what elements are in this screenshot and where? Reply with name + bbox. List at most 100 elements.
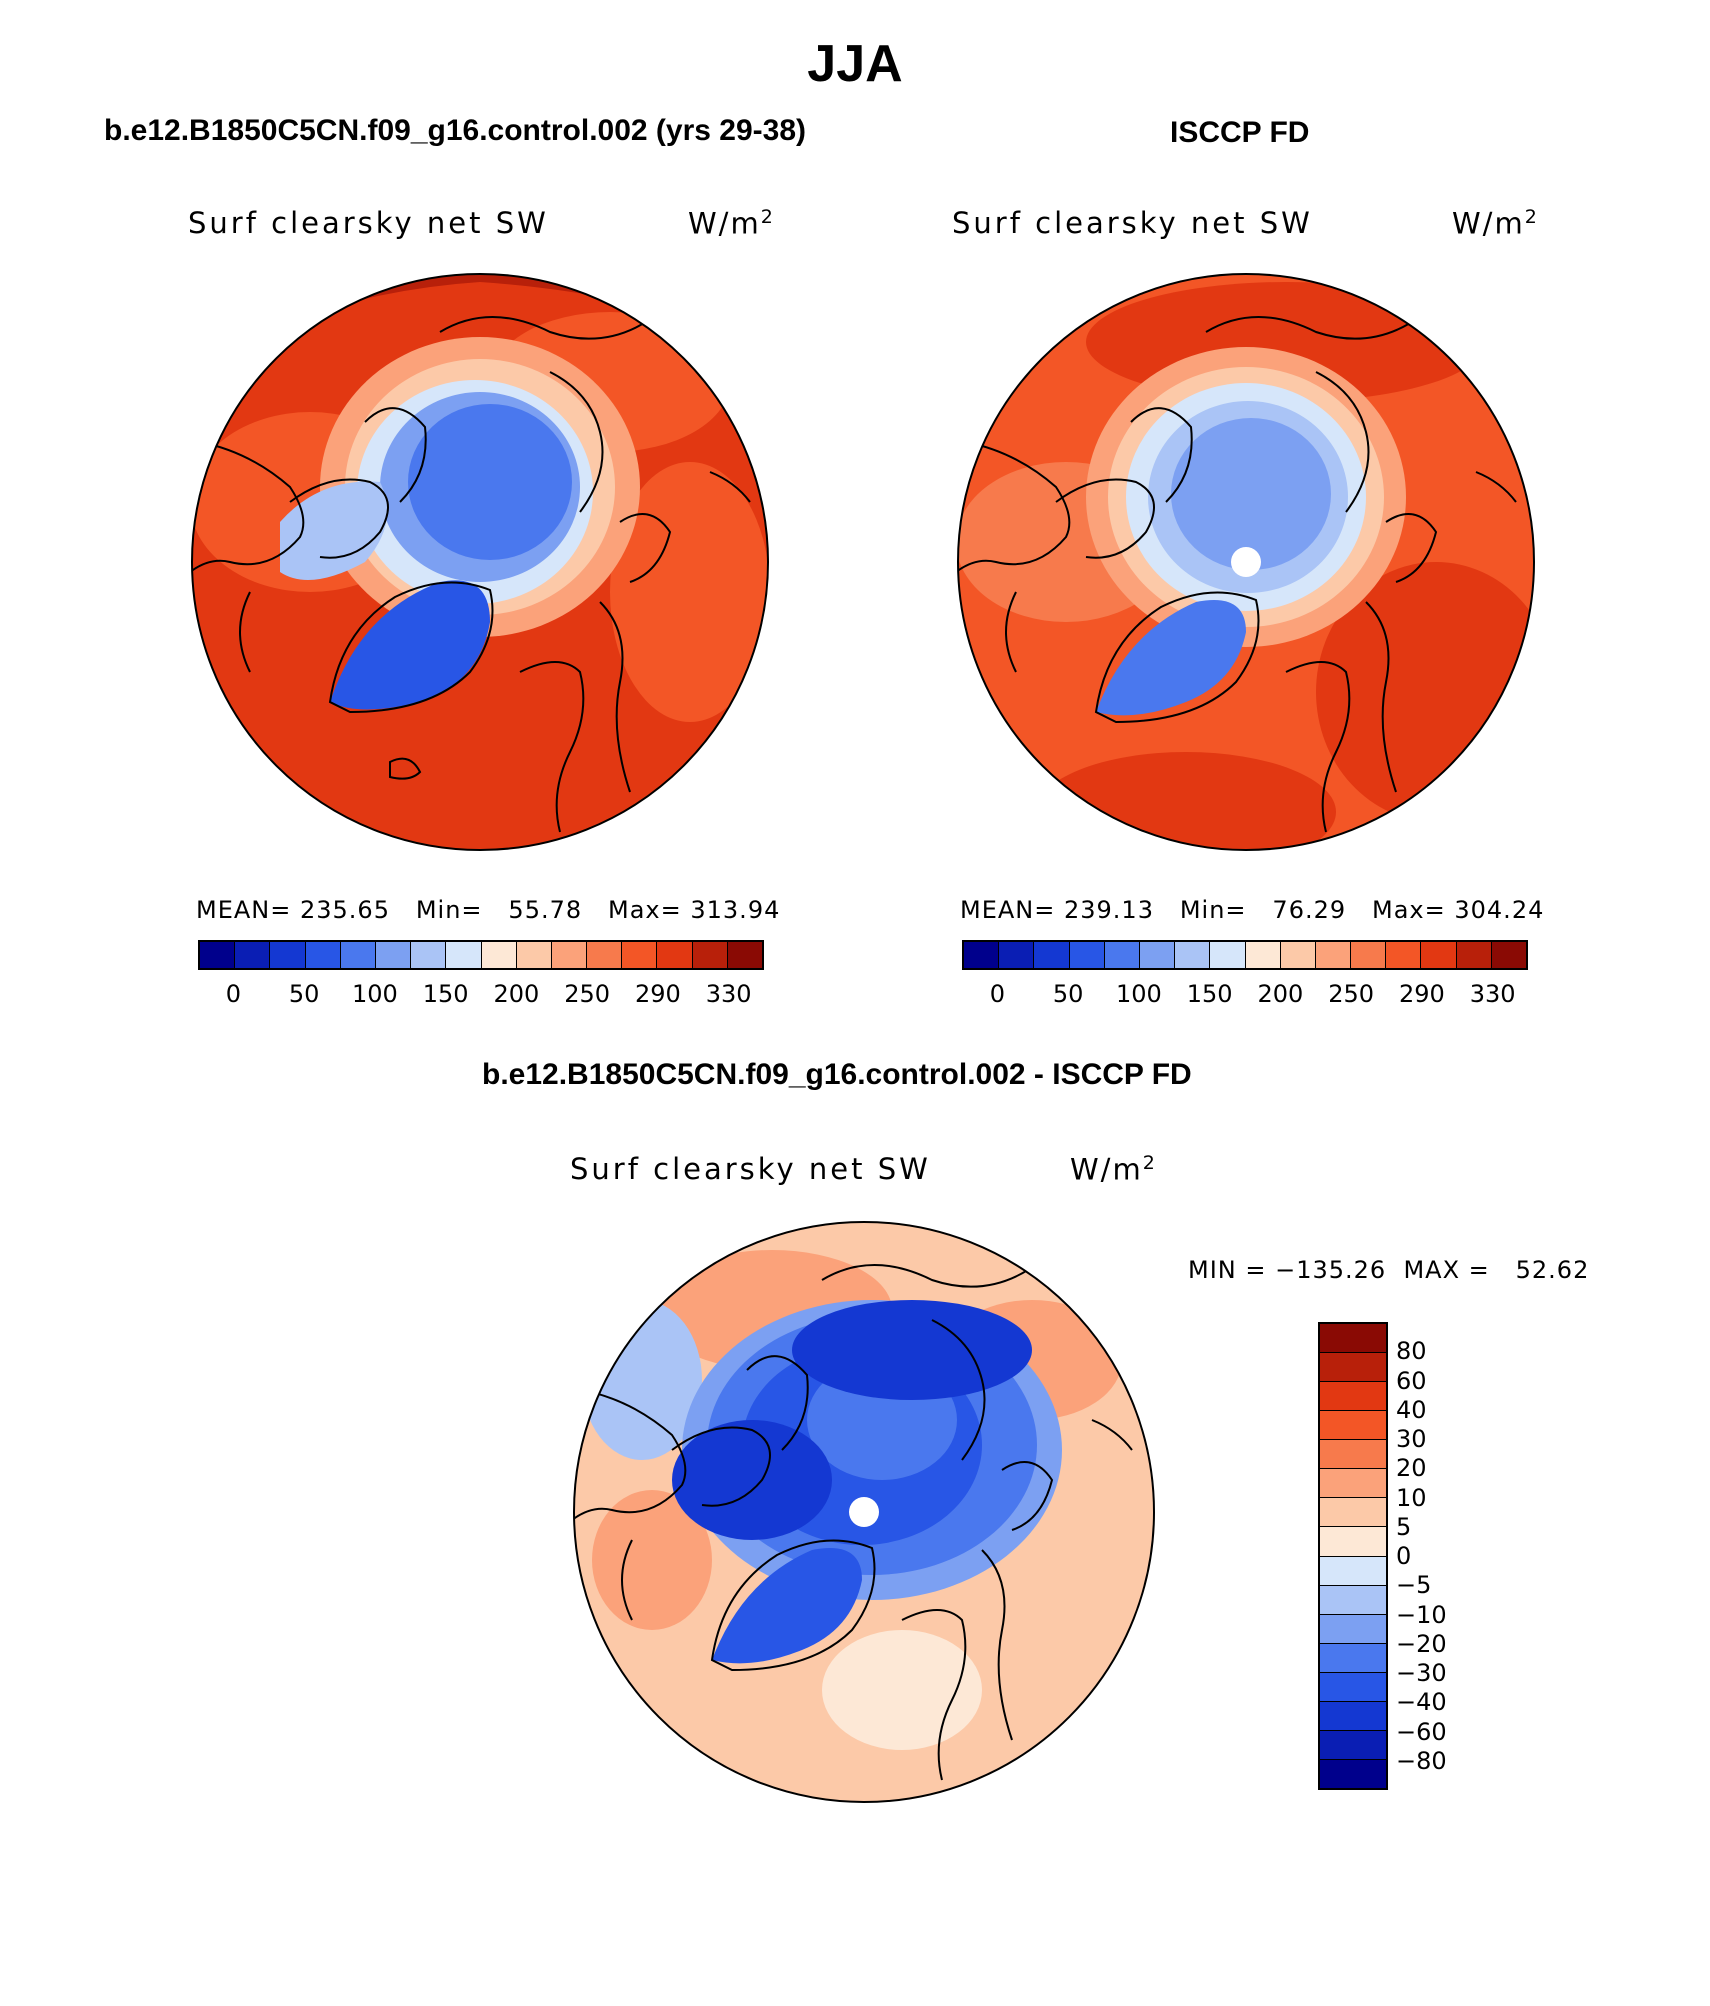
panel1-colorbar-swatch — [551, 942, 588, 968]
panel1-colorbar-swatch — [270, 942, 306, 968]
panel3-colorbar-tick-label: 5 — [1396, 1512, 1412, 1541]
panel1-colorbar-swatch — [692, 942, 728, 968]
panel3-colorbar-swatch — [1320, 1672, 1386, 1702]
panel2-colorbar — [962, 940, 1528, 970]
panel3-colorbar-tick-label: 40 — [1396, 1395, 1427, 1424]
panel3-colorbar-swatch — [1320, 1469, 1386, 1499]
panel3-colorbar-tick-label: 60 — [1396, 1366, 1427, 1395]
panel1-field-canadian-archipelago — [280, 481, 388, 580]
panel3-colorbar-tick-label: −60 — [1396, 1717, 1447, 1746]
panel2-missing-pole — [1231, 547, 1261, 577]
panel3-colorbar-tick-label: 0 — [1396, 1542, 1412, 1570]
panel2-colorbar-swatch — [1139, 942, 1176, 968]
panel1-colorbar-tick-label: 150 — [422, 980, 469, 1008]
panel1-colorbar-swatch — [657, 942, 693, 968]
panel1-units: W/m2 — [688, 206, 775, 241]
panel2-colorbar-swatch — [1069, 942, 1105, 968]
panel1-colorbar-swatch — [340, 942, 376, 968]
panel3-colorbar-swatch — [1320, 1411, 1386, 1441]
panel3-colorbar-tick-label: −10 — [1396, 1600, 1447, 1629]
panel1-colorbar-swatch — [622, 942, 658, 968]
panel3-field-siberian-shelf — [792, 1300, 1032, 1400]
panel3-colorbar-tick-label: 80 — [1396, 1337, 1427, 1366]
panel2-colorbar-swatch — [1210, 942, 1246, 968]
panel2-colorbar-swatch — [1491, 942, 1526, 968]
panel3-units: W/m2 — [1070, 1152, 1157, 1187]
panel-right-title: ISCCP FD — [1170, 116, 1310, 149]
panel3-colorbar-swatch — [1320, 1324, 1386, 1354]
panel1-colorbar-swatch — [446, 942, 482, 968]
panel2-colorbar-swatch — [1280, 942, 1316, 968]
panel2-field-greenland — [1096, 600, 1246, 716]
panel1-colorbar-tick-label: 100 — [351, 980, 398, 1008]
panel3-colorbar-swatch — [1320, 1498, 1386, 1528]
panel1-colorbar-swatch — [200, 942, 236, 968]
panel2-colorbar-swatch — [1104, 942, 1140, 968]
panel2-colorbar-swatch — [1034, 942, 1070, 968]
panel2-colorbar-swatch — [1421, 942, 1457, 968]
panel1-colorbar-tick-label: 330 — [705, 980, 752, 1008]
panel3-map-boundary — [573, 1221, 1155, 1803]
panel-diff-title: b.e12.B1850C5CN.f09_g16.control.002 - IS… — [482, 1058, 1192, 1091]
panel2-field-arctic-core — [1171, 418, 1331, 570]
panel2-colorbar-tick-label: 50 — [1052, 980, 1084, 1008]
panel3-colorbar-swatch — [1320, 1440, 1386, 1470]
panel1-colorbar-swatch — [235, 942, 271, 968]
panel3-colorbar-swatch — [1320, 1527, 1386, 1557]
panel2-colorbar-tick-label: 250 — [1328, 980, 1375, 1008]
panel2-stats: MEAN= 239.13 Min= 76.29 Max= 304.24 — [960, 896, 1545, 924]
panel2-colorbar-tick-label: 150 — [1186, 980, 1233, 1008]
panel3-colorbar-swatch — [1320, 1759, 1386, 1788]
panel2-variable-label: Surf clearsky net SW — [952, 206, 1313, 240]
panel3-colorbar-swatch — [1320, 1643, 1386, 1673]
panel1-map-boundary — [191, 273, 769, 851]
panel1-colorbar-swatch — [375, 942, 412, 968]
panel1-colorbar-swatch — [587, 942, 623, 968]
season-title: JJA — [807, 35, 903, 93]
panel2-colorbar-swatch — [1245, 942, 1281, 968]
panel1-colorbar — [198, 940, 764, 970]
panel1-colorbar-swatch — [516, 942, 552, 968]
panel1-polar-map — [191, 273, 769, 851]
panel3-colorbar-tick-label: 10 — [1396, 1483, 1427, 1512]
panel3-colorbar-swatch — [1320, 1614, 1386, 1644]
panel3-variable-label: Surf clearsky net SW — [570, 1152, 931, 1186]
panel2-colorbar-swatch — [964, 942, 1000, 968]
panel2-colorbar-tick-label: 200 — [1257, 980, 1304, 1008]
panel2-colorbar-swatch — [1386, 942, 1422, 968]
panel2-colorbar-swatch — [1175, 942, 1211, 968]
panel1-stats: MEAN= 235.65 Min= 55.78 Max= 313.94 — [196, 896, 781, 924]
panel3-colorbar-tick-label: −20 — [1396, 1629, 1447, 1658]
panel3-missing-pole — [849, 1497, 879, 1527]
panel1-colorbar-tick-label: 290 — [634, 980, 681, 1008]
panel3-polar-map — [573, 1221, 1155, 1803]
panel2-colorbar-tick-label: 100 — [1115, 980, 1162, 1008]
panel1-colorbar-swatch — [411, 942, 447, 968]
panel2-colorbar-tick-label: 330 — [1469, 980, 1516, 1008]
panel2-coastlines — [958, 299, 1517, 833]
panel3-colorbar-swatch — [1320, 1585, 1386, 1615]
panel3-colorbar — [1318, 1322, 1388, 1790]
panel2-polar-map — [957, 273, 1535, 851]
panel3-colorbar-swatch — [1320, 1556, 1386, 1586]
panel1-colorbar-swatch — [727, 942, 762, 968]
panel3-colorbar-tick-label: −40 — [1396, 1688, 1447, 1717]
panel2-units: W/m2 — [1452, 206, 1539, 241]
panel-left-title: b.e12.B1850C5CN.f09_g16.control.002 (yrs… — [104, 114, 807, 147]
panel1-colorbar-tick-label: 200 — [493, 980, 540, 1008]
panel2-colorbar-ticks: 0 50 100 150 200 250 290 330 — [962, 980, 1528, 1010]
panel2-colorbar-swatch — [1351, 942, 1387, 968]
panel3-colorbar-swatch — [1320, 1730, 1386, 1760]
panel2-colorbar-swatch — [1456, 942, 1492, 968]
panel3-colorbar-swatch — [1320, 1353, 1386, 1383]
panel3-colorbar-tick-label: 30 — [1396, 1425, 1427, 1453]
panel3-colorbar-tick-label: 20 — [1396, 1454, 1427, 1483]
panel2-colorbar-tick-label: 290 — [1398, 980, 1445, 1008]
panel1-colorbar-ticks: 0 50 100 150 200 250 290 330 — [198, 980, 764, 1010]
panel3-field-greenland — [712, 1548, 862, 1664]
panel1-colorbar-swatch — [305, 942, 341, 968]
panel3-field-archipelago — [672, 1420, 832, 1540]
panel2-map-boundary — [957, 273, 1535, 851]
panel3-field-patch-3 — [592, 1490, 712, 1630]
panel1-colorbar-tick-label: 250 — [564, 980, 611, 1008]
